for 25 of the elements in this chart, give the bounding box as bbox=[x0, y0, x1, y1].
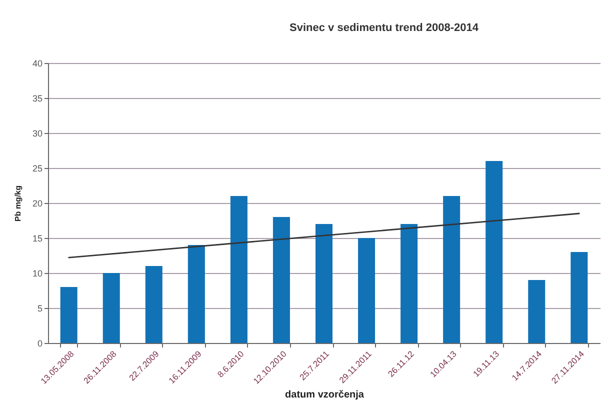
y-tick-label: 20 bbox=[32, 198, 42, 208]
y-tick-label: 0 bbox=[37, 338, 42, 348]
y-tick-label: 15 bbox=[32, 234, 42, 244]
bar bbox=[400, 224, 418, 343]
chart-title: Svinec v sedimentu trend 2008-2014 bbox=[290, 22, 480, 34]
y-axis-title: Pb mg/kg bbox=[13, 185, 22, 222]
bar bbox=[272, 217, 290, 343]
y-tick-label: 10 bbox=[32, 268, 42, 278]
x-axis-title: datum vzorčenja bbox=[285, 390, 364, 401]
bar bbox=[358, 238, 376, 343]
y-tick-label: 30 bbox=[32, 128, 42, 138]
bar bbox=[145, 266, 162, 343]
y-tick-label: 40 bbox=[32, 58, 42, 68]
bar bbox=[486, 161, 503, 343]
bar bbox=[102, 273, 120, 343]
bar bbox=[570, 252, 588, 343]
y-tick-label: 5 bbox=[37, 304, 42, 314]
bar bbox=[528, 280, 546, 343]
bar bbox=[188, 245, 205, 343]
bar bbox=[315, 224, 333, 343]
y-tick-label: 25 bbox=[32, 164, 42, 174]
bar bbox=[60, 287, 78, 343]
bar bbox=[230, 196, 248, 343]
y-tick-label: 35 bbox=[32, 94, 42, 104]
bar bbox=[443, 196, 460, 343]
